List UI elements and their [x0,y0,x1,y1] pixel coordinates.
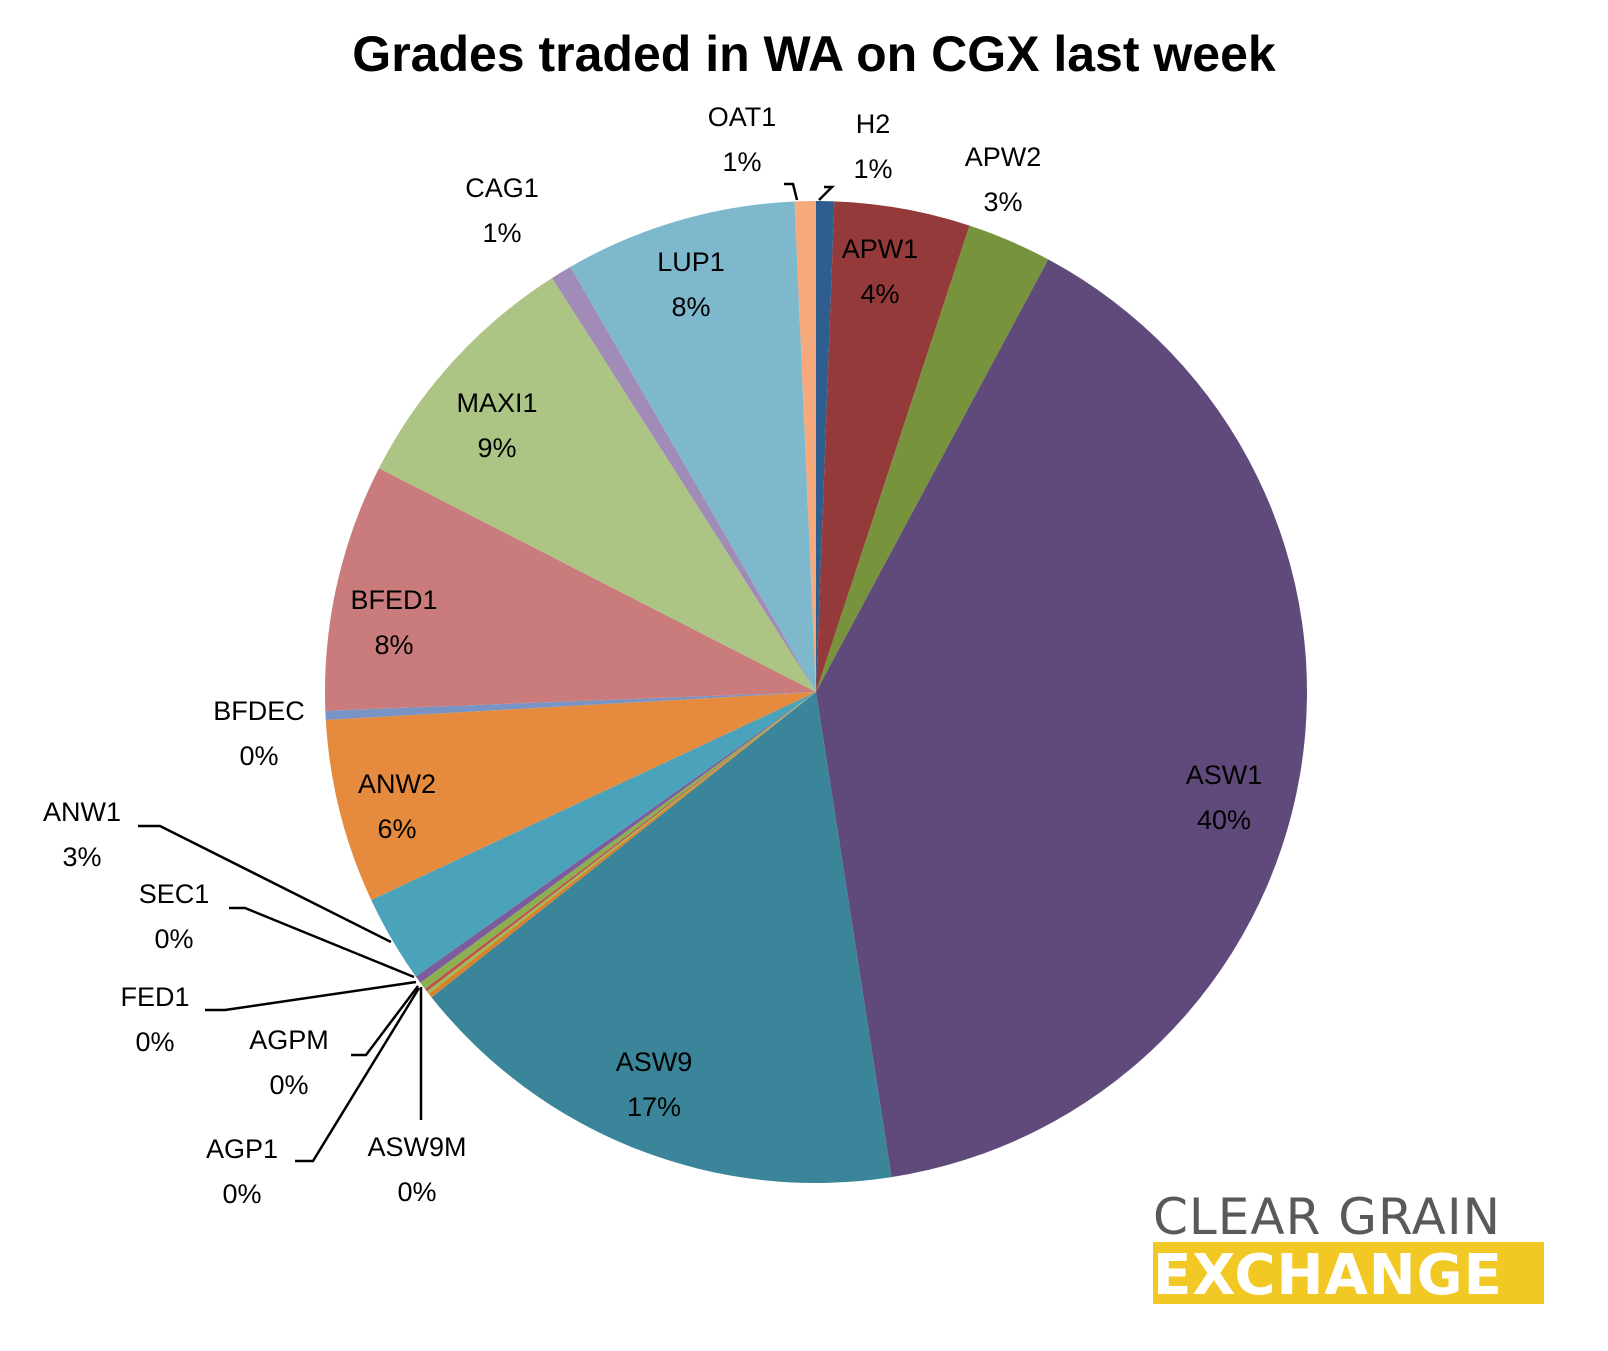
slice-apw1 [816,201,970,692]
slice-h2 [816,201,835,692]
slice-asw1 [816,259,1308,1178]
logo-banner [1153,1242,1544,1304]
label-bfdec-name: BFDEC [213,696,305,726]
slice-anw1 [371,692,816,977]
leader-h2 [818,185,836,201]
label-apw2-name: APW2 [965,142,1042,172]
label-lup1-name: LUP1 [657,247,725,277]
slice-agp1 [426,692,816,994]
slice-bfdec [325,692,816,720]
label-agpm-name: AGPM [249,1025,329,1055]
leader-anw1 [138,824,392,944]
label-oat1-percent: 1% [722,147,761,177]
leader-agp1 [295,987,421,1163]
label-bfed1-name: BFED1 [350,585,437,615]
chart-title: Grades traded in WA on CGX last week [352,26,1276,82]
label-apw1-name: APW1 [842,234,919,264]
pie-slices [325,201,1308,1183]
slice-lup1 [570,201,816,692]
slice-fed1 [420,692,816,989]
label-apw1-percent: 4% [860,279,899,309]
leader-lines [138,182,836,1163]
label-asw9-name: ASW9 [616,1047,693,1077]
label-apw2-percent: 3% [983,187,1022,217]
label-maxi1-percent: 9% [477,433,516,463]
label-asw9-percent: 17% [627,1092,681,1122]
label-agpm-percent: 0% [269,1070,308,1100]
logo-line-2: EXCHANGE [1153,1243,1503,1308]
label-bfdec-percent: 0% [239,741,278,771]
label-asw9m-percent: 0% [397,1177,436,1207]
label-h2-percent: 1% [853,154,892,184]
label-agp1-percent: 0% [222,1179,261,1209]
label-anw2-percent: 6% [377,814,416,844]
label-anw1-name: ANW1 [43,797,121,827]
label-asw9m-name: ASW9M [367,1132,466,1162]
leader-sec1 [229,906,415,979]
logo-line-1: CLEAR GRAIN [1153,1188,1501,1246]
label-cag1-name: CAG1 [465,173,539,203]
slice-asw9 [431,692,892,1183]
label-bfed1-percent: 8% [374,630,413,660]
slice-sec1 [415,692,816,983]
label-sec1-name: SEC1 [139,879,210,909]
label-asw1-name: ASW1 [1186,760,1263,790]
slice-apw2 [816,225,1049,692]
slice-maxi1 [378,277,816,692]
label-h2-name: H2 [856,109,891,139]
leader-fed1 [205,980,417,1012]
label-fed1-percent: 0% [135,1027,174,1057]
label-lup1-percent: 8% [671,292,710,322]
label-sec1-percent: 0% [154,924,193,954]
slice-asw9m [428,692,816,998]
leader-oat1 [784,182,799,201]
label-anw1-percent: 3% [62,842,101,872]
slice-cag1 [552,266,816,692]
slice-agpm [424,692,816,992]
label-maxi1-name: MAXI1 [456,388,537,418]
slice-labels: H2 1% APW1 4% APW2 3% ASW1 40% ASW9 17% ASW9M 0% AGP… [43,102,1262,1209]
clear-grain-exchange-logo: CLEAR GRAIN EXCHANGE [1153,1188,1544,1308]
label-cag1-percent: 1% [482,218,521,248]
slice-anw2 [325,692,816,900]
label-oat1-name: OAT1 [708,102,777,132]
slice-oat1 [794,201,816,692]
slice-bfed1 [325,468,816,711]
label-anw2-name: ANW2 [358,769,436,799]
label-agp1-name: AGP1 [206,1134,278,1164]
label-fed1-name: FED1 [120,982,189,1012]
label-asw1-percent: 40% [1197,805,1251,835]
leader-agpm [351,985,419,1057]
